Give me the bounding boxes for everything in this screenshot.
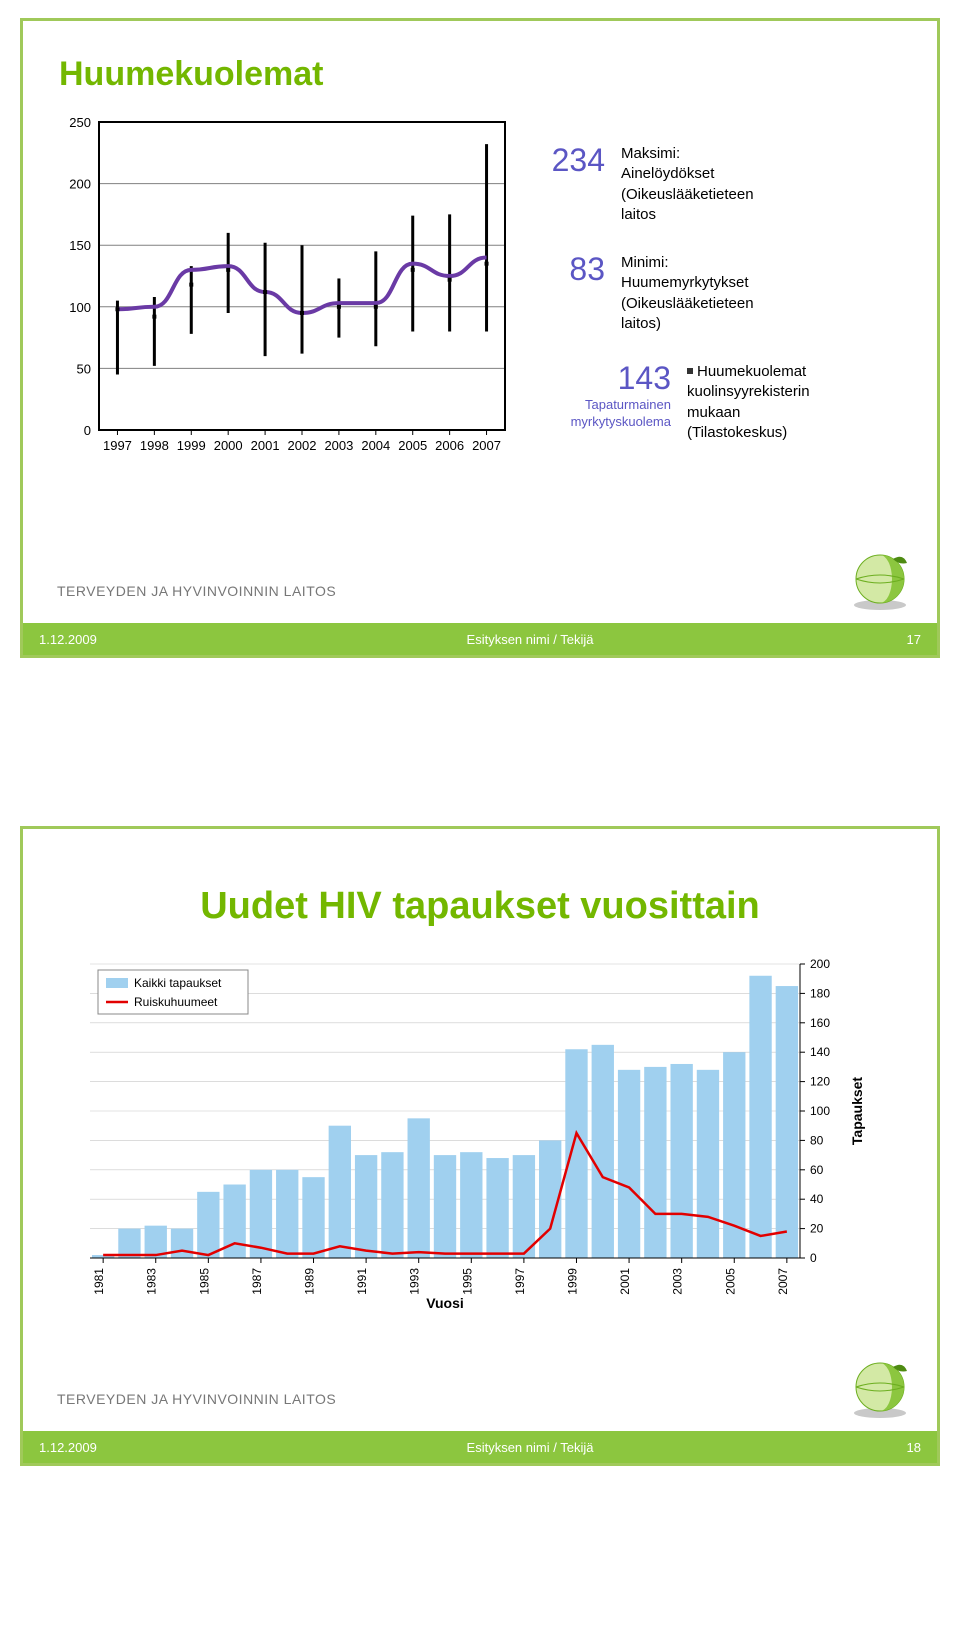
svg-text:250: 250 xyxy=(69,115,91,130)
anno-min-text: Minimi: Huumemyrkytykset (Oikeuslääketie… xyxy=(621,253,754,334)
svg-text:100: 100 xyxy=(69,300,91,315)
footer-date: 1.12.2009 xyxy=(39,632,199,647)
svg-text:100: 100 xyxy=(810,1104,830,1118)
svg-text:40: 40 xyxy=(810,1192,824,1206)
anno-max-num: 234 xyxy=(541,144,605,225)
org-name: TERVEYDEN JA HYVINVOINNIN LAITOS xyxy=(57,583,336,599)
svg-text:1991: 1991 xyxy=(355,1268,369,1295)
svg-text:1999: 1999 xyxy=(177,438,206,453)
svg-text:1989: 1989 xyxy=(303,1268,317,1295)
svg-text:200: 200 xyxy=(69,177,91,192)
svg-text:Kaikki tapaukset: Kaikki tapaukset xyxy=(134,976,222,990)
svg-text:2002: 2002 xyxy=(288,438,317,453)
anno-min-line1: Huumemyrkytykset xyxy=(621,273,754,293)
svg-text:2003: 2003 xyxy=(671,1268,685,1295)
anno-mid-text: Huumekuolemat kuolinsyyrekisterin mukaan… xyxy=(687,362,810,443)
anno-min-line2: (Oikeuslääketieteen xyxy=(621,294,754,314)
svg-text:0: 0 xyxy=(84,423,91,438)
anno-mid-sub2: myrkytyskuolema xyxy=(541,413,671,431)
anno-max-text: Maksimi: Ainelöydökset (Oikeuslääketiete… xyxy=(621,144,754,225)
footer-bar: 1.12.2009 Esityksen nimi / Tekijä 17 xyxy=(23,623,937,655)
anno-min-num: 83 xyxy=(541,253,605,334)
svg-text:140: 140 xyxy=(810,1045,830,1059)
anno-max-line2: (Oikeuslääketieteen xyxy=(621,185,754,205)
svg-text:2007: 2007 xyxy=(776,1268,790,1295)
anno-min-label: Minimi: xyxy=(621,253,754,273)
footer-page-1: 17 xyxy=(861,632,921,647)
anno-mid-bullet-label: Huumekuolemat xyxy=(697,363,806,380)
svg-text:2001: 2001 xyxy=(251,438,280,453)
footer-center: Esityksen nimi / Tekijä xyxy=(199,632,861,647)
slide2-title: Uudet HIV tapaukset vuosittain xyxy=(57,885,903,928)
svg-text:0: 0 xyxy=(810,1251,817,1265)
svg-text:2003: 2003 xyxy=(324,438,353,453)
svg-text:1997: 1997 xyxy=(513,1268,527,1295)
slide1-chart: 0 50 100 150 200 250 1997 1998 1999 2000 2001 2002 2… xyxy=(57,112,517,462)
globe-icon xyxy=(845,543,915,613)
anno-mid-line3: (Tilastokeskus) xyxy=(687,423,810,443)
svg-text:160: 160 xyxy=(810,1016,830,1030)
slide1-annotations: 234 Maksimi: Ainelöydökset (Oikeuslääket… xyxy=(541,112,903,471)
svg-text:50: 50 xyxy=(77,361,91,376)
svg-text:2007: 2007 xyxy=(472,438,501,453)
svg-text:80: 80 xyxy=(810,1133,824,1147)
anno-mid-line2: mukaan xyxy=(687,403,810,423)
svg-text:1985: 1985 xyxy=(197,1268,211,1295)
anno-min-line3: laitos) xyxy=(621,314,754,334)
anno-mid-line1: kuolinsyyrekisterin xyxy=(687,382,810,402)
globe-icon-2 xyxy=(845,1351,915,1421)
svg-text:2004: 2004 xyxy=(361,438,390,453)
svg-text:1999: 1999 xyxy=(565,1268,579,1295)
anno-max: 234 Maksimi: Ainelöydökset (Oikeuslääket… xyxy=(541,144,903,225)
svg-text:180: 180 xyxy=(810,986,830,1000)
slide-1: Huumekuolemat 0 50 100 150 200 250 1997 1998 199… xyxy=(20,18,940,658)
slide2-chart: 0 20 40 60 80 100 120 140 160 180 200 Tapaukset 1981… xyxy=(70,954,890,1314)
anno-max-line1: Ainelöydökset xyxy=(621,164,754,184)
svg-text:2006: 2006 xyxy=(435,438,464,453)
anno-mid-sub1: Tapaturmainen xyxy=(541,396,671,414)
org-name-2: TERVEYDEN JA HYVINVOINNIN LAITOS xyxy=(57,1391,336,1407)
svg-text:20: 20 xyxy=(810,1222,824,1236)
svg-text:Tapaukset: Tapaukset xyxy=(849,1077,865,1146)
svg-text:60: 60 xyxy=(810,1163,824,1177)
svg-text:120: 120 xyxy=(810,1075,830,1089)
footer-page-2: 18 xyxy=(861,1440,921,1455)
svg-text:1995: 1995 xyxy=(460,1268,474,1295)
svg-text:Vuosi: Vuosi xyxy=(426,1295,464,1311)
anno-max-line3: laitos xyxy=(621,205,754,225)
bullet-icon xyxy=(687,368,693,374)
svg-text:1993: 1993 xyxy=(408,1268,422,1295)
slide-2: Uudet HIV tapaukset vuosittain 0 20 40 60 80… xyxy=(20,826,940,1466)
anno-max-label: Maksimi: xyxy=(621,144,754,164)
svg-text:200: 200 xyxy=(810,957,830,971)
svg-text:1997: 1997 xyxy=(103,438,132,453)
svg-text:2000: 2000 xyxy=(214,438,243,453)
svg-text:Ruiskuhuumeet: Ruiskuhuumeet xyxy=(134,995,218,1009)
svg-text:1981: 1981 xyxy=(92,1268,106,1295)
svg-text:1987: 1987 xyxy=(250,1268,264,1295)
svg-text:2001: 2001 xyxy=(618,1268,632,1295)
footer-date-2: 1.12.2009 xyxy=(39,1440,199,1455)
svg-text:2005: 2005 xyxy=(398,438,427,453)
svg-text:1998: 1998 xyxy=(140,438,169,453)
anno-mid-num: 143 xyxy=(541,362,671,396)
anno-mid: 143 Tapaturmainen myrkytyskuolema Huumek… xyxy=(541,362,903,443)
anno-min: 83 Minimi: Huumemyrkytykset (Oikeuslääke… xyxy=(541,253,903,334)
slide1-title: Huumekuolemat xyxy=(59,55,903,94)
footer-bar-2: 1.12.2009 Esityksen nimi / Tekijä 18 xyxy=(23,1431,937,1463)
svg-text:150: 150 xyxy=(69,238,91,253)
svg-text:1983: 1983 xyxy=(145,1268,159,1295)
footer-center-2: Esityksen nimi / Tekijä xyxy=(199,1440,861,1455)
svg-text:2005: 2005 xyxy=(723,1268,737,1295)
